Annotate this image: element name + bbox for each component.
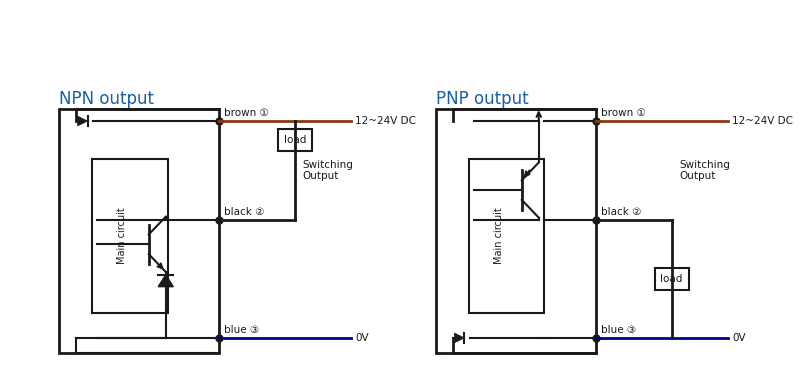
Text: load: load — [661, 274, 682, 284]
Text: Main circuit: Main circuit — [118, 207, 127, 264]
Text: Main circuit: Main circuit — [494, 207, 504, 264]
Bar — [59, 109, 219, 353]
Polygon shape — [78, 116, 87, 126]
Text: Switching
Output: Switching Output — [302, 159, 354, 181]
Text: brown ①: brown ① — [601, 108, 646, 118]
Bar — [278, 129, 312, 151]
Text: black ②: black ② — [224, 207, 265, 217]
Text: blue ③: blue ③ — [224, 325, 259, 335]
Polygon shape — [158, 275, 174, 287]
Text: load: load — [284, 135, 306, 145]
Text: 0V: 0V — [732, 333, 746, 343]
Text: brown ①: brown ① — [224, 108, 269, 118]
Text: 0V: 0V — [355, 333, 369, 343]
Text: NPN output: NPN output — [59, 89, 154, 107]
Bar — [469, 159, 545, 313]
Polygon shape — [454, 333, 464, 343]
Text: 12~24V DC: 12~24V DC — [732, 116, 793, 126]
Text: PNP output: PNP output — [436, 89, 529, 107]
Bar — [92, 159, 168, 313]
Bar — [436, 109, 596, 353]
Text: 12~24V DC: 12~24V DC — [355, 116, 416, 126]
Text: Switching
Output: Switching Output — [679, 159, 730, 181]
Text: black ②: black ② — [601, 207, 642, 217]
Bar — [654, 268, 689, 290]
Text: blue ③: blue ③ — [601, 325, 636, 335]
